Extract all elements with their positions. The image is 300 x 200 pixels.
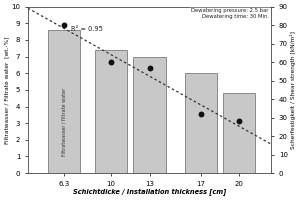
Y-axis label: Scherfestigkeit / Shear strength [kN/m²]: Scherfestigkeit / Shear strength [kN/m²]	[290, 31, 296, 149]
Bar	[95, 50, 127, 173]
Text: Filtratwasser / filtrate water: Filtratwasser / filtrate water	[61, 88, 66, 156]
Bar	[134, 57, 166, 173]
Point	[147, 66, 152, 69]
Point	[61, 24, 66, 27]
Text: R² = 0.95: R² = 0.95	[71, 26, 103, 32]
Text: Dewatering pressure: 2.5 bar
Dewatering time: 30 Min.: Dewatering pressure: 2.5 bar Dewatering …	[191, 8, 269, 19]
Bar	[223, 93, 255, 173]
Point	[237, 120, 242, 123]
Y-axis label: Filtratwasser / Filtrate water  [wt.-%]: Filtratwasser / Filtrate water [wt.-%]	[4, 36, 9, 144]
Bar	[185, 73, 217, 173]
X-axis label: Schichtdicke / Installation thickness [cm]: Schichtdicke / Installation thickness [c…	[73, 189, 226, 196]
Bar	[48, 30, 80, 173]
Point	[198, 112, 203, 116]
Point	[109, 61, 113, 64]
